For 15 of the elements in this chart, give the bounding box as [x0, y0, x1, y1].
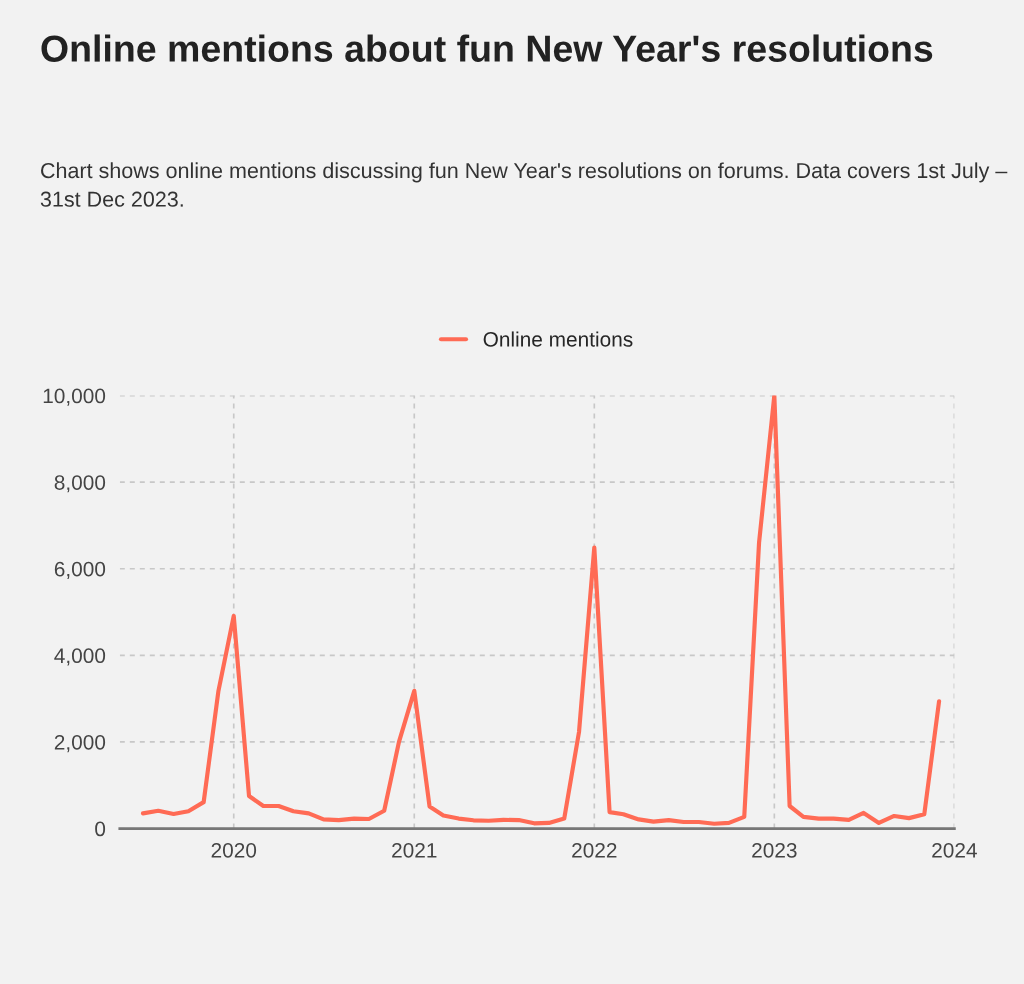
y-tick-label: 2,000 [54, 734, 106, 753]
chart-title: Online mentions about fun New Year's resolutions [41, 34, 933, 62]
line-series [140, 395, 942, 826]
x-tick-label: 2022 [572, 842, 617, 858]
y-tick-label: 4,000 [54, 648, 106, 666]
chart-subtitle: Chart shows online mentions discussing fun New Year's resolutions on forums. Data covers 1st July – 31st Dec 2023. [40, 162, 1008, 207]
y-tick-label: 8,000 [54, 475, 106, 493]
x-tick-label: 2023 [752, 842, 797, 858]
y-tick-label: 10,000 [43, 388, 106, 406]
legend-label: Online mentions [483, 331, 633, 347]
y-tick-label: 6,000 [54, 561, 106, 579]
x-tick-label: 2021 [392, 842, 437, 858]
x-tick-label: 2020 [211, 842, 257, 858]
y-tick-label: 0 [95, 821, 106, 837]
x-tick-label: 2024 [932, 842, 977, 858]
